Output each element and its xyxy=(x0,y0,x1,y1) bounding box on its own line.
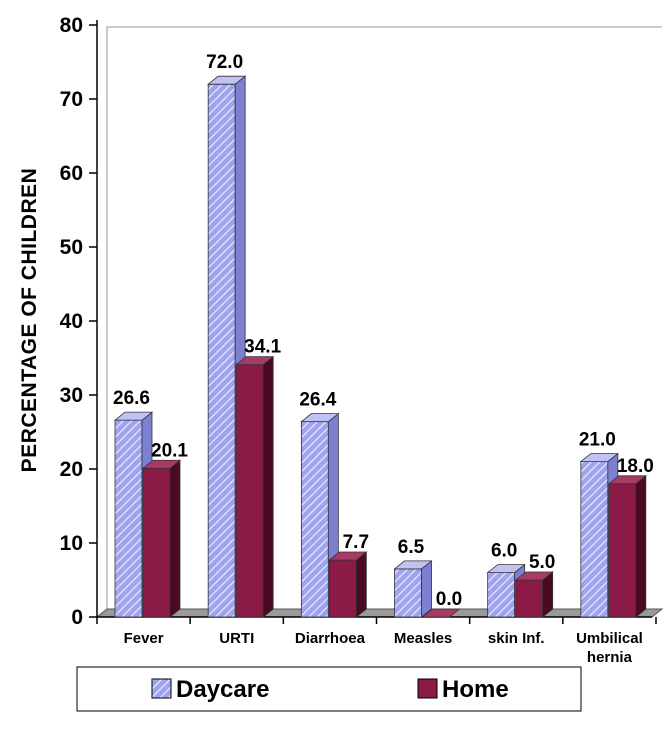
bar-front xyxy=(328,559,357,618)
bar-front xyxy=(515,579,544,618)
bar-home-1 xyxy=(235,355,275,618)
y-tick-label: 50 xyxy=(60,236,83,259)
bar-front xyxy=(487,572,516,618)
bar-top xyxy=(300,413,340,423)
bar-side xyxy=(262,355,274,618)
bar-home-4 xyxy=(514,571,554,618)
data-label-daycare: 26.4 xyxy=(299,390,336,411)
bar-front xyxy=(142,467,171,618)
x-category-label: Measles xyxy=(394,630,452,647)
bar-front xyxy=(207,83,236,618)
y-tick-label: 20 xyxy=(60,458,83,481)
data-label-daycare: 26.6 xyxy=(113,388,150,409)
bar-top xyxy=(421,608,461,618)
legend: Daycare Home xyxy=(76,666,582,712)
bar-top xyxy=(514,571,554,581)
bar-front xyxy=(235,364,264,618)
legend-swatch-daycare xyxy=(151,678,172,699)
plot-floor xyxy=(95,608,664,618)
bar-side xyxy=(635,474,647,618)
bar-front xyxy=(114,419,143,618)
data-label-home: 0.0 xyxy=(436,589,462,610)
legend-label-daycare: Daycare xyxy=(176,676,269,703)
bar-front xyxy=(300,421,329,618)
x-category-label: skin Inf. xyxy=(488,630,545,647)
x-category-label: URTI xyxy=(219,630,254,647)
bar-top xyxy=(207,75,247,85)
legend-label-home: Home xyxy=(442,676,509,703)
y-tick-label: 30 xyxy=(60,384,83,407)
bar-home-5 xyxy=(607,474,647,618)
bar-home-2 xyxy=(328,551,368,618)
x-category-label: Diarrhoea xyxy=(295,630,366,647)
x-category-label: hernia xyxy=(587,649,633,666)
bar-home-0 xyxy=(141,459,182,618)
y-tick-label: 60 xyxy=(60,162,83,185)
data-label-home: 18.0 xyxy=(617,456,654,477)
bar-daycare-1 xyxy=(207,75,247,618)
data-label-daycare: 6.0 xyxy=(491,541,517,562)
bar-side xyxy=(355,551,367,618)
data-label-daycare: 6.5 xyxy=(398,537,425,558)
bar-top xyxy=(607,475,647,485)
bar-top xyxy=(486,564,526,573)
plot-back-wall xyxy=(96,26,662,618)
y-tick-label: 40 xyxy=(60,310,83,333)
data-label-home: 34.1 xyxy=(244,337,281,358)
bar-daycare-3 xyxy=(393,560,433,618)
x-category-label: Fever xyxy=(124,630,164,647)
data-label-daycare: 21.0 xyxy=(579,430,616,451)
data-label-home: 20.1 xyxy=(151,440,188,461)
bar-top xyxy=(393,560,433,570)
bar-side xyxy=(169,459,181,618)
bar-top xyxy=(235,356,275,366)
bar-front xyxy=(394,568,422,618)
bar-front xyxy=(580,461,609,618)
data-label-home: 5.0 xyxy=(529,552,555,573)
y-tick-label: 10 xyxy=(60,532,83,555)
bar-top xyxy=(579,453,619,463)
bar-top xyxy=(113,411,154,421)
y-tick-label: 0 xyxy=(71,606,83,629)
legend-swatch-home xyxy=(417,678,438,699)
x-category-label: Umbilical xyxy=(576,630,643,647)
y-tick-label: 70 xyxy=(60,88,83,111)
bar-home-3 xyxy=(421,608,461,618)
bar-side xyxy=(421,560,432,618)
bar-daycare-2 xyxy=(300,412,340,618)
y-axis-label: PERCENTAGE OF CHILDREN xyxy=(18,168,41,473)
bar-top xyxy=(141,459,182,469)
bar-top xyxy=(328,551,368,561)
y-tick-label: 80 xyxy=(60,14,83,37)
bar-front xyxy=(608,483,637,618)
data-label-home: 7.7 xyxy=(343,532,369,553)
data-label-daycare: 72.0 xyxy=(206,52,243,73)
